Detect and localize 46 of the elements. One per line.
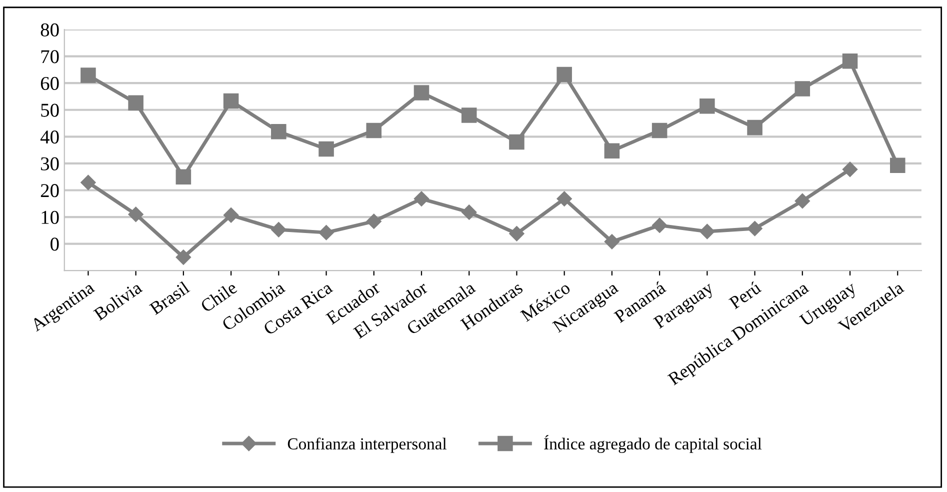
y-tick-label: 40 (40, 130, 59, 144)
point (414, 191, 430, 206)
y-tick-label: 80 (40, 23, 59, 36)
point (366, 122, 382, 138)
point (556, 66, 572, 82)
point (700, 98, 715, 114)
point (604, 143, 620, 159)
legend-label: Confianza interpersonal (288, 438, 447, 453)
point (747, 120, 762, 136)
point (318, 141, 334, 157)
point (890, 158, 906, 173)
point (176, 250, 191, 265)
point (128, 206, 144, 222)
point (509, 226, 524, 242)
point (223, 93, 239, 109)
point (366, 214, 382, 229)
point (652, 122, 668, 138)
y-tick-label: 30 (41, 157, 59, 170)
point (318, 224, 334, 240)
y-tick-label: 10 (42, 210, 59, 224)
point (461, 108, 477, 123)
point (176, 169, 192, 184)
point (223, 208, 239, 223)
point (556, 191, 572, 206)
y-tick-label: 0 (50, 238, 59, 251)
y-tick-label: 70 (41, 50, 59, 64)
point (747, 220, 762, 236)
point (509, 134, 524, 150)
legend-label: Índice agregado de capital social (544, 435, 762, 453)
point (271, 124, 286, 140)
point (604, 234, 620, 250)
point (414, 85, 430, 100)
point (794, 81, 810, 96)
point (271, 222, 286, 238)
y-tick-label: 20 (40, 184, 59, 198)
point (462, 204, 477, 220)
y-tick-label: 50 (41, 104, 59, 117)
point (80, 174, 96, 190)
point (794, 193, 810, 209)
point (652, 218, 668, 233)
point (80, 68, 96, 83)
point (700, 224, 715, 240)
point (842, 162, 858, 177)
point (842, 53, 858, 69)
y-tick-label: 60 (40, 76, 59, 90)
point (128, 95, 144, 111)
